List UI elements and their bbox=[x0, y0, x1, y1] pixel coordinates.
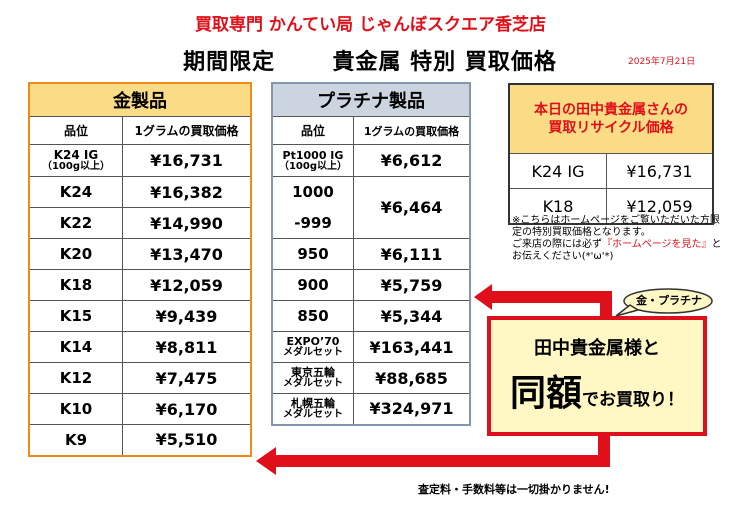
platinum-price: ¥5,344 bbox=[353, 300, 471, 332]
table-row: K9 ¥5,510 bbox=[28, 424, 252, 456]
gold-grade: K12 bbox=[28, 362, 123, 394]
footer-note: 査定料・手数料等は一切掛かりません! bbox=[418, 483, 610, 496]
platinum-table-title: プラチナ製品 bbox=[271, 82, 471, 117]
arrow-to-gold-icon bbox=[256, 428, 610, 475]
notice-suffix: とお伝えください(*'ω'*) bbox=[512, 239, 722, 262]
recycle-table-title: 本日の田中貴金属さんの 買取リサイクル価格 bbox=[508, 83, 714, 154]
platinum-grade-sub: メダルセット bbox=[283, 408, 343, 420]
platinum-grade-label: 東京五輪 bbox=[291, 366, 335, 379]
headline-period: 期間限定 bbox=[183, 50, 276, 75]
table-row: K12 ¥7,475 bbox=[28, 362, 252, 394]
gold-grade-sub: （100g以上） bbox=[41, 160, 111, 172]
platinum-grade-sub: （100g以上） bbox=[278, 160, 348, 172]
date-label: 2025年7月21日 bbox=[628, 57, 696, 67]
gold-platinum-badge: 金・プラチナ bbox=[608, 288, 714, 318]
table-row: K24 IG ¥16,731 bbox=[508, 153, 714, 189]
platinum-price: ¥6,612 bbox=[353, 144, 471, 177]
platinum-price: ¥5,759 bbox=[353, 269, 471, 301]
gold-price: ¥7,475 bbox=[122, 362, 252, 394]
platinum-grade: 東京五輪 メダルセット bbox=[271, 362, 354, 394]
platinum-grade-label: 札幌五輪 bbox=[291, 396, 335, 410]
platinum-grade-sub: メダルセット bbox=[283, 347, 343, 358]
gold-grade: K20 bbox=[28, 238, 123, 270]
gold-grade: K24 IG （100g以上） bbox=[28, 144, 123, 177]
gold-table-title: 金製品 bbox=[28, 82, 252, 117]
platinum-grade: 950 bbox=[271, 238, 354, 270]
gold-grade-label: K24 IG bbox=[53, 147, 99, 162]
recycle-grade: K24 IG bbox=[508, 153, 607, 189]
gold-price-table: 金製品 品位 1グラムの買取価格 K24 IG （100g以上） ¥16,731… bbox=[28, 82, 252, 457]
callout-emphasis: 同額 bbox=[509, 373, 582, 414]
gold-col-price: 1グラムの買取価格 bbox=[122, 116, 252, 145]
recycle-price: ¥12,059 bbox=[606, 188, 714, 225]
gold-price: ¥14,990 bbox=[122, 207, 252, 239]
gold-grade: K15 bbox=[28, 300, 123, 332]
callout-line-1: 田中貴金属様と bbox=[534, 338, 660, 359]
table-row: 900 ¥5,759 bbox=[271, 269, 471, 301]
platinum-grade: -999 bbox=[271, 207, 354, 239]
platinum-price: ¥324,971 bbox=[353, 393, 471, 425]
gold-grade: K24 bbox=[28, 176, 123, 208]
platinum-grade: EXPO’70 メダルセット bbox=[271, 331, 354, 363]
same-price-callout: 田中貴金属様と 同額でお買取り！ bbox=[487, 316, 707, 436]
platinum-price-table: プラチナ製品 品位 1グラムの買取価格 Pt1000 IG （100g以上） ¥… bbox=[271, 82, 471, 426]
table-row: K24 ¥16,382 bbox=[28, 176, 252, 208]
table-row: 850 ¥5,344 bbox=[271, 300, 471, 332]
platinum-price: ¥88,685 bbox=[353, 362, 471, 394]
gold-price: ¥5,510 bbox=[122, 424, 252, 456]
platinum-grade-label: EXPO’70 bbox=[286, 335, 340, 348]
table-row: 1000 ¥6,464 bbox=[271, 176, 471, 239]
table-row: K18 ¥12,059 bbox=[28, 269, 252, 301]
gold-price: ¥12,059 bbox=[122, 269, 252, 301]
gold-grade: K18 bbox=[28, 269, 123, 301]
badge-text: 金・プラチナ bbox=[636, 294, 702, 307]
gold-grade: K9 bbox=[28, 424, 123, 456]
arrow-to-platinum-icon bbox=[474, 284, 612, 318]
recycle-price: ¥16,731 bbox=[606, 153, 714, 189]
store-name: 買取専門 かんてい局 じゃんぼスクエア香芝店 bbox=[195, 15, 546, 35]
speech-bubble-icon bbox=[615, 288, 713, 317]
platinum-price: ¥163,441 bbox=[353, 331, 471, 363]
table-row: K20 ¥13,470 bbox=[28, 238, 252, 270]
callout-line-2: 同額でお買取り！ bbox=[491, 364, 703, 416]
table-row: K15 ¥9,439 bbox=[28, 300, 252, 332]
platinum-grade: 1000 bbox=[271, 176, 354, 208]
platinum-col-price: 1グラムの買取価格 bbox=[353, 116, 471, 145]
table-row: K24 IG （100g以上） ¥16,731 bbox=[28, 144, 252, 177]
notice-line-2: ご来店の際には必ず『ホームページを見た』とお伝えください(*'ω'*) bbox=[512, 239, 722, 263]
table-row: 東京五輪 メダルセット ¥88,685 bbox=[271, 362, 471, 394]
table-row: K10 ¥6,170 bbox=[28, 393, 252, 425]
notice-highlight: 『ホームページを見た』 bbox=[602, 239, 712, 250]
callout-rest: でお買取り！ bbox=[582, 390, 684, 410]
recycle-title-line-1: 本日の田中貴金属さんの bbox=[534, 102, 688, 118]
gold-price: ¥6,170 bbox=[122, 393, 252, 425]
notice-line-1: ※こちらはホームページをご覧いただいた方限定の特別買取価格となります。 bbox=[512, 215, 720, 238]
table-row: EXPO’70 メダルセット ¥163,441 bbox=[271, 331, 471, 363]
recycle-title-line-2: 買取リサイクル価格 bbox=[548, 120, 674, 136]
table-row: K22 ¥14,990 bbox=[28, 207, 252, 239]
gold-grade: K10 bbox=[28, 393, 123, 425]
platinum-price: ¥6,111 bbox=[353, 238, 471, 270]
recycle-grade: K18 bbox=[508, 188, 607, 225]
table-row: K18 ¥12,059 bbox=[508, 188, 714, 225]
gold-price: ¥13,470 bbox=[122, 238, 252, 270]
notice-text: ※こちらはホームページをご覧いただいた方限定の特別買取価格となります。 ご来店の… bbox=[512, 215, 722, 263]
platinum-grade-sub: メダルセット bbox=[283, 378, 343, 389]
table-row: -999 bbox=[271, 207, 470, 239]
gold-grade: K22 bbox=[28, 207, 123, 239]
gold-price: ¥16,731 bbox=[122, 144, 252, 177]
table-row: 950 ¥6,111 bbox=[271, 238, 471, 270]
recycle-price-table: 本日の田中貴金属さんの 買取リサイクル価格 K24 IG ¥16,731 K18… bbox=[508, 83, 714, 225]
page-headline: 期間限定 貴金属 特別 買取価格 bbox=[110, 44, 630, 76]
notice-prefix: ご来店の際には必ず bbox=[512, 239, 602, 250]
platinum-grade: Pt1000 IG （100g以上） bbox=[271, 144, 354, 177]
gold-col-grade: 品位 bbox=[28, 116, 123, 145]
headline-title: 貴金属 特別 買取価格 bbox=[332, 50, 557, 75]
platinum-grade-label: Pt1000 IG bbox=[282, 148, 344, 162]
table-row: 札幌五輪 メダルセット ¥324,971 bbox=[271, 393, 471, 425]
table-row: Pt1000 IG （100g以上） ¥6,612 bbox=[271, 144, 471, 177]
